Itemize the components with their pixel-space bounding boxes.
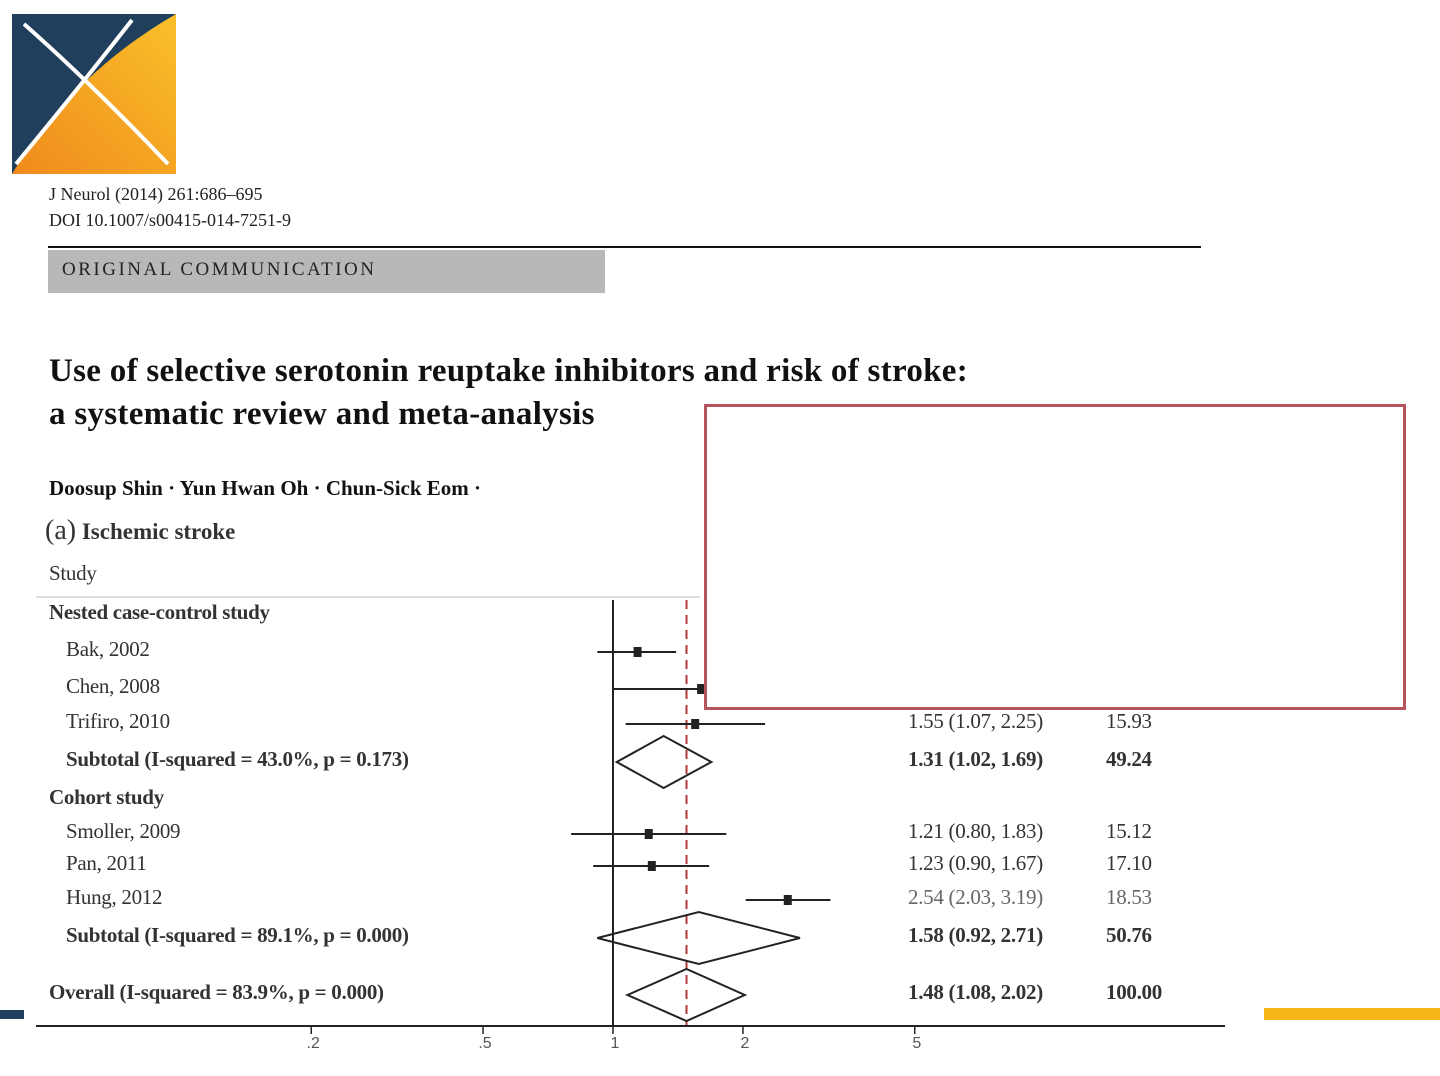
study-label: Bak, 2002 xyxy=(66,637,150,661)
footer-accent-right xyxy=(1264,1008,1440,1020)
point-estimate-marker xyxy=(647,861,656,871)
logo-mark-icon xyxy=(12,14,176,174)
effect-size-ci: 1.48 (1.08, 2.02) xyxy=(908,980,1043,1004)
study-weight: 15.93 xyxy=(1106,709,1152,733)
group-label: Cohort study xyxy=(49,785,164,809)
effect-size-ci: 1.21 (0.80, 1.83) xyxy=(908,819,1043,843)
overall-label: Overall (I-squared = 83.9%, p = 0.000) xyxy=(49,980,384,1004)
study-weight: 49.24 xyxy=(1106,747,1152,771)
study-weight: 18.53 xyxy=(1106,885,1152,909)
study-column-header: Study xyxy=(49,561,97,585)
journal-logo xyxy=(12,14,176,174)
study-weight: 15.12 xyxy=(1106,819,1152,843)
x-tick-label: .5 xyxy=(478,1035,491,1052)
group-label: Nested case-control study xyxy=(49,600,270,624)
study-label: Chen, 2008 xyxy=(66,674,160,698)
highlight-box xyxy=(704,404,1406,710)
journal-citation: J Neurol (2014) 261:686–695 xyxy=(49,184,263,204)
pooled-estimate-diamond xyxy=(614,734,714,790)
x-tick-label: 5 xyxy=(912,1035,921,1052)
effect-size-ci: 2.54 (2.03, 3.19) xyxy=(908,885,1043,909)
study-label: Trifiro, 2010 xyxy=(66,709,170,733)
effect-size-ci: 1.31 (1.02, 1.69) xyxy=(908,747,1043,771)
x-tick-label: 1 xyxy=(611,1035,620,1052)
effect-size-ci: 1.58 (0.92, 2.71) xyxy=(908,923,1043,947)
point-estimate-marker xyxy=(633,647,642,657)
panel-title: Ischemic stroke xyxy=(81,519,236,544)
doi-line: DOI 10.1007/s00415-014-7251-9 xyxy=(49,210,291,230)
point-estimate-marker xyxy=(783,895,792,905)
study-label: Hung, 2012 xyxy=(66,885,163,909)
figure-header-rule xyxy=(36,596,700,598)
section-banner: ORIGINAL COMMUNICATION xyxy=(48,250,605,293)
footer-accent-left xyxy=(0,1010,24,1019)
pooled-estimate-diamond xyxy=(597,910,801,966)
point-estimate-marker xyxy=(691,719,700,729)
effect-size-ci: 1.23 (0.90, 1.67) xyxy=(908,851,1043,875)
x-tick-label: .2 xyxy=(307,1035,320,1052)
panel-letter: (a) xyxy=(45,515,77,546)
study-weight: 100.00 xyxy=(1106,980,1162,1004)
study-weight: 17.10 xyxy=(1106,851,1152,875)
effect-size-ci: 1.55 (1.07, 2.25) xyxy=(908,709,1043,733)
subtotal-label: Subtotal (I-squared = 43.0%, p = 0.173) xyxy=(66,747,409,771)
figure-panel-label: (a) Ischemic stroke xyxy=(45,515,235,547)
paper-title-line-1: Use of selective serotonin reuptake inhi… xyxy=(49,353,969,389)
section-label: ORIGINAL COMMUNICATION xyxy=(62,259,377,280)
study-weight: 50.76 xyxy=(1106,923,1152,947)
study-label: Pan, 2011 xyxy=(66,851,147,875)
author-list: Doosup Shin · Yun Hwan Oh · Chun-Sick Eo… xyxy=(49,476,482,500)
subtotal-label: Subtotal (I-squared = 89.1%, p = 0.000) xyxy=(66,923,409,947)
paper-title-line-2: a systematic review and meta-analysis xyxy=(49,396,595,432)
point-estimate-marker xyxy=(697,684,706,694)
study-label: Smoller, 2009 xyxy=(66,819,181,843)
pooled-estimate-diamond xyxy=(624,967,748,1023)
header-rule xyxy=(48,246,1201,248)
x-tick-label: 2 xyxy=(741,1035,750,1052)
point-estimate-marker xyxy=(644,829,653,839)
